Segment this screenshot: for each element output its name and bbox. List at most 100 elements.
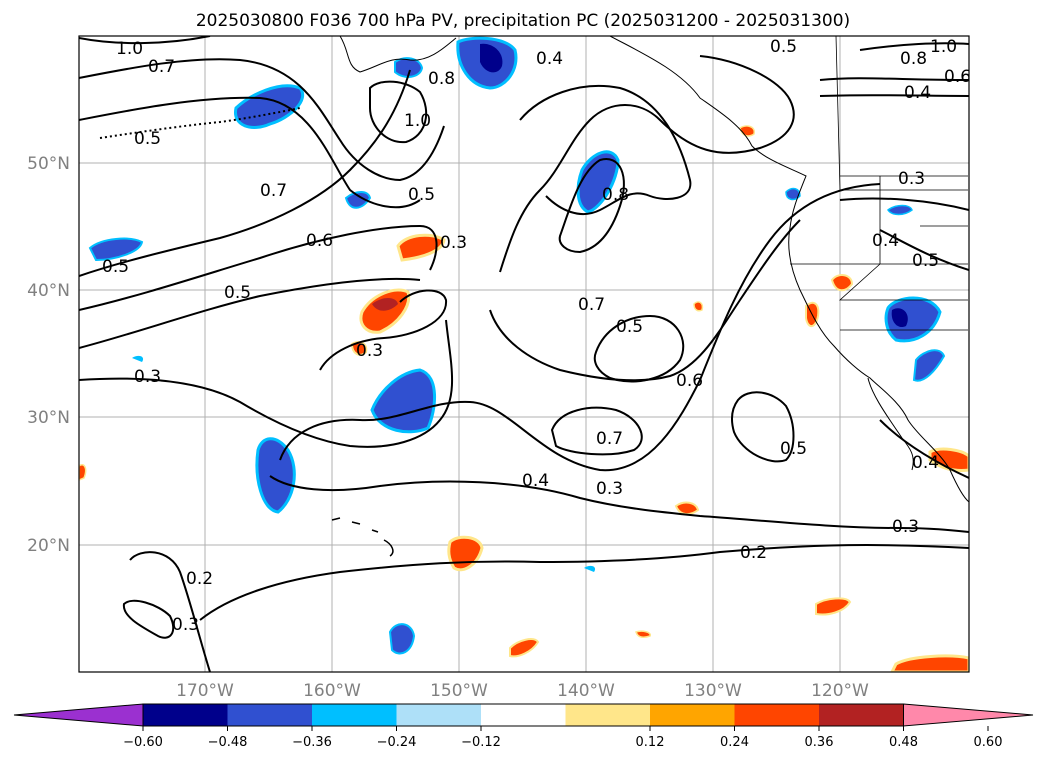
contour-label: 0.3 [134, 367, 161, 387]
precip-blob [635, 630, 651, 638]
precip-blob [886, 204, 913, 216]
pv-contour-1-0 [79, 36, 211, 45]
contour-label: 0.5 [616, 317, 643, 337]
contour-label: 0.3 [892, 517, 919, 537]
colorbar-tick-label: −0.24 [377, 735, 417, 750]
precip-blob [815, 597, 852, 616]
figure-title: 2025030800 F036 700 hPa PV, precipitatio… [196, 11, 850, 31]
colorbar-segment [396, 704, 482, 726]
contour-label: 0.5 [770, 37, 797, 57]
contour-label: 0.8 [900, 49, 927, 69]
contour-label: 0.8 [602, 185, 629, 205]
colorbar-extend-left [13, 703, 144, 727]
pv-contour-0-8 [519, 84, 692, 215]
contour-label: 0.5 [408, 185, 435, 205]
contour-label: 0.7 [596, 429, 623, 449]
contour-label: 0.2 [186, 569, 213, 589]
colorbar-segment [819, 704, 904, 726]
pv-contour-0-5-closed [593, 314, 685, 383]
lat-label-20n: 20°N [27, 536, 70, 556]
colorbar-tick-label: 0.12 [636, 735, 665, 750]
precip-blob [693, 301, 704, 312]
precip-blob [912, 349, 946, 382]
map-panel: 1.0 0.7 0.5 0.8 1.0 0.4 0.5 0.8 1.0 0.6 … [78, 35, 971, 673]
pv-contour-0-7c [499, 55, 795, 273]
pv-contour-1-0-ne [859, 42, 969, 51]
pv-contour-0-6b [489, 219, 801, 382]
longitude-labels: 170°W 160°W 150°W 140°W 130°W 120°W [176, 681, 869, 701]
precip-blob [830, 274, 854, 292]
contour-label: 0.5 [780, 439, 807, 459]
precip-shading [79, 36, 969, 672]
pv-contour-0-4-east [839, 197, 969, 211]
contour-label: 0.5 [102, 257, 129, 277]
lon-label-160w: 160°W [303, 681, 361, 701]
contour-label: 0.3 [898, 169, 925, 189]
colorbar-segment [565, 704, 651, 726]
colorbar-tick-label: 0.36 [805, 735, 834, 750]
contour-label: 0.3 [596, 479, 623, 499]
precip-blob [928, 447, 969, 472]
contour-label: 0.4 [522, 471, 549, 491]
precip-blob [785, 187, 801, 201]
contour-label: 1.0 [404, 111, 431, 131]
pv-contour-0-6 [79, 224, 438, 311]
contour-label: 0.5 [134, 129, 161, 149]
contour-label: 0.3 [172, 615, 199, 635]
pv-contour-0-6-east [819, 77, 969, 81]
contour-label: 0.7 [260, 181, 287, 201]
contour-label: 0.7 [578, 295, 605, 315]
precip-blob [234, 84, 304, 129]
contour-label: 0.4 [536, 49, 563, 69]
pv-contour-0-5-east [879, 229, 969, 271]
contour-label: 0.3 [356, 341, 383, 361]
colorbar-tick-label: 0.60 [974, 735, 1003, 750]
pv-contours [79, 36, 969, 672]
precip-positive-areas [79, 125, 969, 672]
lon-label-120w: 120°W [811, 681, 869, 701]
pv-contour-0-4 [279, 183, 881, 472]
colorbar-segment [734, 704, 820, 726]
colorbar-segment [143, 704, 228, 726]
precip-blob [359, 288, 411, 334]
aleutian-islands [99, 107, 301, 139]
contour-label: 1.0 [116, 39, 143, 59]
colorbar-segment [227, 704, 313, 726]
colorbar-tick-label: −0.48 [208, 735, 248, 750]
precip-blob [674, 501, 700, 516]
precip-blob [388, 623, 416, 655]
map-frame [78, 35, 970, 673]
latitude-labels: 50°N 40°N 30°N 20°N [27, 154, 70, 556]
contour-label: 0.5 [912, 251, 939, 271]
precip-blob [576, 150, 620, 214]
contour-label: 0.6 [944, 67, 971, 87]
pv-contour-0-2 [199, 544, 969, 621]
contour-label: 0.4 [904, 83, 931, 103]
colorbar-frame [142, 703, 904, 727]
colorbar-tick-label: 0.24 [720, 735, 749, 750]
pv-contour-0-4-ne [819, 94, 969, 97]
precip-negative-areas [88, 36, 946, 655]
colorbar-tick-label: −0.12 [461, 735, 501, 750]
colorbar-tick-label: 0.48 [889, 735, 918, 750]
precip-blob [890, 654, 969, 672]
lon-label-150w: 150°W [430, 681, 488, 701]
pv-contour-0-7b [79, 69, 411, 277]
precip-blob [509, 638, 540, 658]
pv-contour-0-8-closed [558, 158, 625, 254]
contour-labels: 1.0 0.7 0.5 0.8 1.0 0.4 0.5 0.8 1.0 0.6 … [102, 37, 971, 635]
colorbar-segment [650, 704, 735, 726]
precip-blob [394, 57, 424, 78]
contour-label: 0.7 [148, 57, 175, 77]
lat-label-30n: 30°N [27, 408, 70, 428]
contour-label: 0.8 [428, 69, 455, 89]
precip-blob [132, 355, 144, 362]
contour-label: 0.4 [872, 231, 899, 251]
coastline-alaska [339, 36, 457, 73]
pv-contour-0-3-closed [122, 599, 175, 639]
colorbar-tick-label: −0.60 [123, 735, 163, 750]
precip-blob [584, 565, 596, 572]
colorbar-segment [312, 704, 397, 726]
pv-contour-0-3c [269, 475, 969, 533]
colorbar-extend-right [903, 703, 1034, 727]
